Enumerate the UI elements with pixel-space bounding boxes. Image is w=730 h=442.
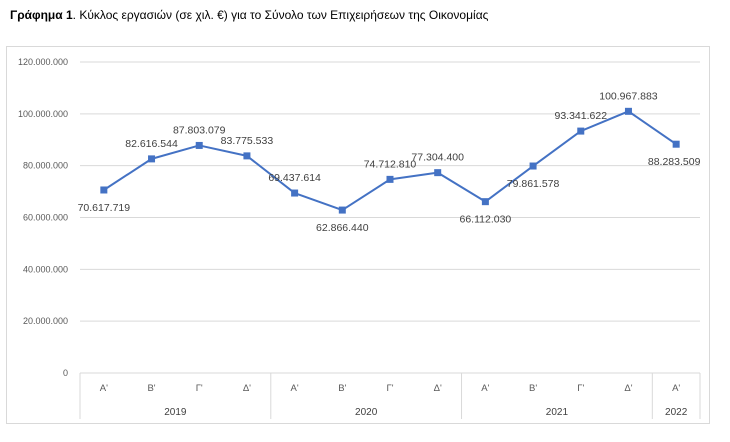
chart-frame: 0 20.000.000 40.000.000 60.000.000 80.000.00… [6, 46, 710, 424]
data-point-marker [291, 189, 299, 197]
x-category-label: Δ' [624, 383, 632, 394]
data-point-marker [481, 198, 489, 206]
x-year-label: 2019 [164, 407, 187, 418]
data-label: 79.861.578 [507, 178, 560, 190]
y-tick-label: 40.000.000 [23, 264, 68, 274]
x-category-label: Γ' [386, 383, 393, 394]
data-label: 70.617.719 [78, 202, 131, 214]
x-category-label: Β' [338, 383, 346, 394]
data-label: 77.304.400 [411, 152, 464, 164]
x-category-label: Α' [100, 383, 108, 394]
data-point-marker [624, 107, 632, 115]
data-label: 100.967.883 [599, 90, 658, 102]
data-label: 74.712.810 [364, 158, 417, 170]
y-tick-label: 100.000.000 [18, 109, 68, 119]
data-point-marker [386, 175, 394, 183]
x-category-label: Β' [529, 383, 537, 394]
data-point-marker [243, 152, 251, 160]
chart-caption: Γράφημα 1. Κύκλος εργασιών (σε χιλ. €) γ… [10, 8, 488, 22]
data-point-marker [577, 127, 585, 135]
caption-label: Γράφημα 1 [10, 8, 73, 22]
x-category-label: Γ' [577, 383, 584, 394]
data-point-marker [338, 206, 346, 214]
data-label: 87.803.079 [173, 124, 226, 136]
data-label: 62.866.440 [316, 222, 369, 234]
data-point-marker [434, 169, 442, 177]
y-tick-label: 60.000.000 [23, 213, 68, 223]
data-label: 82.616.544 [125, 138, 178, 150]
line-chart: 0 20.000.000 40.000.000 60.000.000 80.000.00… [18, 57, 701, 419]
x-category-label: Γ' [196, 383, 203, 394]
x-category-label: Α' [291, 383, 299, 394]
data-point-marker [148, 155, 156, 163]
data-point-marker [195, 141, 203, 149]
caption-text: . Κύκλος εργασιών (σε χιλ. €) για το Σύν… [72, 8, 489, 22]
x-category-label: Α' [481, 383, 489, 394]
x-year-label: 2022 [665, 407, 688, 418]
y-tick-label: 80.000.000 [23, 161, 68, 171]
data-point-marker [100, 186, 108, 194]
x-category-label: Β' [147, 383, 155, 394]
data-label: 66.112.030 [459, 214, 511, 226]
data-label: 88.283.509 [648, 156, 701, 168]
data-label: 69.437.614 [268, 172, 321, 184]
y-tick-label: 120.000.000 [18, 57, 68, 67]
x-year-label: 2021 [546, 407, 569, 418]
y-tick-label: 0 [63, 368, 68, 378]
data-label: 83.775.533 [221, 135, 274, 147]
data-label: 93.341.622 [554, 110, 607, 122]
x-category-label: Α' [672, 383, 680, 394]
x-category-label: Δ' [243, 383, 251, 394]
x-category-label: Δ' [434, 383, 442, 394]
x-year-label: 2020 [355, 407, 378, 418]
data-point-marker [672, 140, 680, 148]
y-tick-label: 20.000.000 [23, 316, 68, 326]
data-point-marker [529, 162, 537, 170]
